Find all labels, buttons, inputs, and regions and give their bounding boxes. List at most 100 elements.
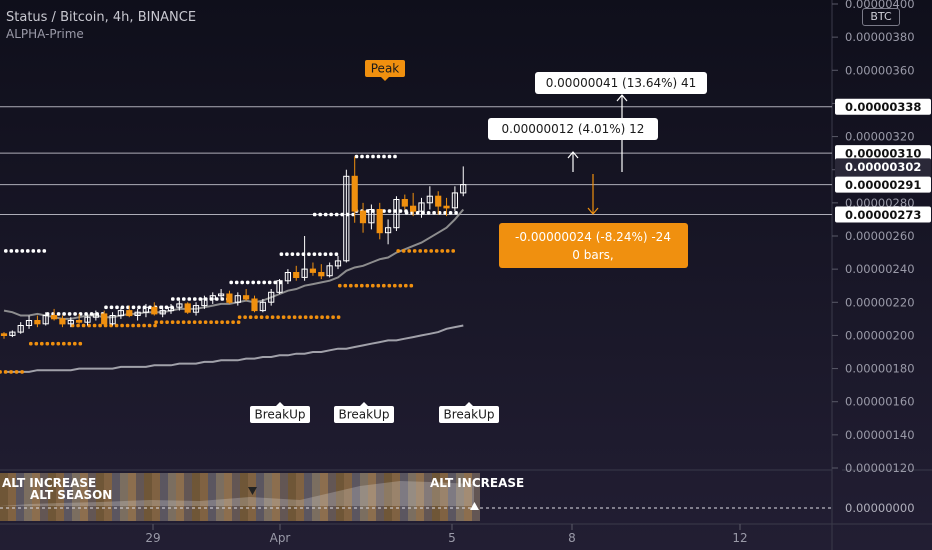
- support-dot-orange: [259, 315, 264, 319]
- support-dot-white: [329, 212, 333, 217]
- support-dot-white: [9, 249, 14, 253]
- support-dot-white: [426, 211, 431, 215]
- support-dot-white: [20, 249, 25, 253]
- price-label-291-bg: [835, 176, 931, 193]
- support-dot-white: [262, 280, 266, 285]
- support-dot-orange: [165, 320, 169, 324]
- price-label-273: 0.00000273: [845, 208, 921, 222]
- candle-body: [218, 293, 225, 297]
- support-dot-orange: [51, 341, 55, 346]
- indicator-band-cell: [368, 473, 376, 521]
- support-dot-orange: [243, 315, 247, 319]
- measure-up-small-bg: [488, 118, 658, 140]
- support-dot-white: [448, 211, 453, 215]
- indicator-triangle-up: [470, 502, 479, 510]
- candle-body: [376, 209, 383, 234]
- x-tick-label: 5: [448, 531, 456, 545]
- indicator-band-cell: [24, 473, 32, 521]
- support-dot-white: [115, 305, 119, 310]
- measure-up-small-arrow: [567, 151, 579, 159]
- y-tick-label: 0.00000200: [845, 328, 915, 342]
- support-dot-orange: [45, 341, 50, 346]
- candle-body: [460, 184, 467, 194]
- support-dot-orange: [445, 249, 450, 253]
- indicator-band-cell: [16, 473, 24, 521]
- support-dot-orange: [248, 315, 253, 319]
- moving-average-line: [3, 208, 465, 320]
- candle-body: [9, 331, 16, 336]
- indicator-band-cell: [232, 473, 240, 521]
- support-dot-white: [4, 249, 8, 253]
- support-dot-orange: [103, 323, 108, 328]
- support-dot-orange: [78, 341, 83, 346]
- breakup-label-bg: [439, 406, 499, 423]
- support-dot-orange: [109, 323, 113, 328]
- candle-body: [301, 268, 308, 278]
- support-dot-orange: [214, 320, 219, 324]
- indicator-band-cell: [80, 473, 88, 521]
- y-tick-label: 0.00000320: [845, 130, 915, 144]
- support-dot-orange: [67, 341, 72, 346]
- support-dot-orange: [187, 320, 191, 324]
- indicator-band-cell: [352, 473, 360, 521]
- measure-up-large-label: 0.00000041 (13.64%) 41: [546, 76, 697, 90]
- indicator-band-cell: [192, 473, 200, 521]
- y-tick-label: 0.00000160: [845, 395, 915, 409]
- support-dot-orange: [407, 249, 411, 253]
- indicator-band-cell: [288, 473, 296, 521]
- indicator-band-cell: [136, 473, 144, 521]
- support-dot-white: [296, 252, 300, 256]
- support-dot-white: [42, 249, 47, 253]
- candle-body: [276, 280, 283, 293]
- indicator-band-cell: [392, 473, 400, 521]
- currency-badge[interactable]: BTC: [862, 8, 900, 26]
- support-dot-orange: [338, 283, 342, 288]
- indicator-name: ALPHA-Prime: [6, 27, 84, 41]
- indicator-band-cell: [312, 473, 320, 521]
- breakup-label-bg: [334, 406, 394, 423]
- support-dot-orange: [382, 283, 386, 288]
- indicator-band-cell: [88, 473, 96, 521]
- indicator-band-cell: [336, 473, 344, 521]
- support-dot-white: [393, 154, 397, 159]
- candle-body: [343, 175, 350, 262]
- support-dot-white: [131, 305, 136, 310]
- candle-body: [159, 310, 166, 315]
- indicator-band-cell: [128, 473, 136, 521]
- support-dot-orange: [159, 320, 164, 324]
- candle-body: [259, 301, 266, 312]
- indicator-wave: [0, 481, 474, 506]
- candle-body: [25, 320, 33, 326]
- x-tick-label: 29: [145, 531, 160, 545]
- support-dot-white: [334, 252, 339, 256]
- support-dot-orange: [418, 249, 422, 253]
- support-dot-orange: [314, 315, 319, 319]
- support-dot-orange: [429, 249, 433, 253]
- support-dot-orange: [154, 320, 158, 324]
- support-dot-white: [15, 249, 19, 253]
- lower-label-alt-increase-1: ALT INCREASE: [2, 476, 96, 490]
- support-dot-white: [312, 212, 317, 217]
- y-tick-label: 0.00000360: [845, 63, 915, 77]
- support-dot-white: [148, 305, 152, 310]
- candle-body: [201, 298, 208, 307]
- candle-body: [51, 315, 58, 320]
- candle-body: [418, 202, 425, 212]
- indicator-band-cell: [104, 473, 112, 521]
- support-dot-orange: [254, 315, 258, 319]
- candle-body: [167, 306, 175, 312]
- support-dot-orange: [209, 320, 213, 324]
- y-tick-label: 0.00000280: [845, 196, 915, 210]
- support-dot-orange: [270, 315, 275, 319]
- support-dot-white: [307, 252, 311, 256]
- candle-body: [184, 303, 191, 313]
- indicator-band-cell: [216, 473, 224, 521]
- indicator-band-cell: [120, 473, 128, 521]
- y-tick-label: 0.00000140: [845, 428, 915, 442]
- support-dot-orange: [265, 315, 269, 319]
- indicator-band-cell: [264, 473, 272, 521]
- candle-body: [385, 227, 392, 234]
- support-dot-orange: [76, 323, 80, 328]
- candle-body: [426, 195, 433, 204]
- indicator-triangle-down: [248, 487, 257, 495]
